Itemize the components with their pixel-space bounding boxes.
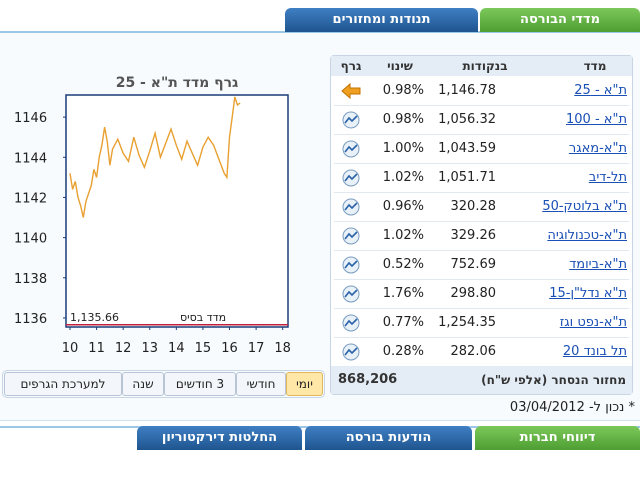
y-tick-label: 1142 [14, 191, 47, 206]
x-tick-label: 14 [168, 341, 185, 356]
points: 298.80 [450, 286, 497, 301]
table-header-bg [331, 56, 632, 76]
row-rule [334, 192, 629, 193]
points: 1,146.78 [438, 83, 496, 98]
change: 1.00% [382, 141, 424, 156]
tab[interactable]: תנודות ומחזורים [285, 8, 478, 32]
y-tick-label: 1144 [14, 151, 47, 166]
x-tick-label: 12 [115, 341, 132, 356]
row-rule [334, 308, 629, 309]
y-tick-label: 1140 [14, 232, 47, 247]
base-label: מדד בסיס [180, 311, 226, 324]
x-tick-label: 18 [274, 341, 291, 356]
row-rule [334, 134, 629, 135]
change: 0.98% [382, 112, 424, 127]
index-line [69, 96, 241, 218]
change: 0.28% [382, 344, 424, 359]
change: 0.98% [382, 83, 424, 98]
change: 0.52% [382, 257, 424, 272]
table-frame [330, 55, 633, 395]
range-button[interactable]: חודשי [236, 372, 286, 396]
points: 1,056.32 [438, 112, 496, 127]
x-tick-label: 13 [141, 341, 158, 356]
row-rule [334, 250, 629, 251]
change: 1.76% [382, 286, 424, 301]
row-rule [334, 279, 629, 280]
x-tick-label: 17 [248, 341, 265, 356]
index-link[interactable]: תל בונד 20 [562, 344, 627, 359]
column-header: מדד [583, 59, 607, 73]
tab[interactable]: מדדי הבורסה [480, 8, 640, 32]
index-link[interactable]: ת"א - 25 [574, 83, 627, 98]
graph-icon[interactable] [340, 197, 362, 217]
tab[interactable]: החלטות דירקטוריון [137, 426, 302, 450]
index-link[interactable]: ת"א-טכנולוגיה [547, 228, 627, 243]
row-rule [334, 221, 629, 222]
y-tick-label: 1146 [14, 111, 47, 126]
chart-title: גרף מדד ת"א - 25 [116, 75, 239, 91]
column-header: בנקודות [462, 59, 508, 73]
y-tick-label: 1138 [14, 272, 47, 287]
column-header: שינוי [387, 59, 413, 73]
x-tick-label: 16 [221, 341, 238, 356]
x-tick-label: 15 [195, 341, 212, 356]
index-link[interactable]: ת"א - 100 [566, 112, 627, 127]
chart: גרף מדד ת"א - 25 1136 1138 1140 1142 1144 1146… [14, 75, 291, 356]
graph-icon[interactable] [340, 226, 362, 246]
footer-value: 868,206 [338, 372, 398, 387]
index-link[interactable]: ת"א נדל"ן-15 [549, 286, 627, 301]
index-link[interactable]: תל-דיב [588, 170, 627, 185]
index-link[interactable]: ת"א-ביומד [569, 257, 627, 272]
tab[interactable]: הודעות בורסה [305, 426, 472, 450]
points: 1,051.71 [438, 170, 496, 185]
change: 1.02% [382, 170, 424, 185]
graph-icon[interactable] [340, 313, 362, 333]
graph-icon[interactable] [340, 255, 362, 275]
column-header: גרף [340, 59, 362, 73]
tab-rule [0, 31, 640, 33]
tab[interactable]: דיווחי חברות [475, 426, 640, 450]
range-group [2, 370, 325, 398]
change: 0.77% [382, 315, 424, 330]
index-link[interactable]: ת"א בלוטק-50 [542, 199, 627, 214]
range-button[interactable]: 3 חודשים [164, 372, 236, 396]
range-button[interactable]: למערכת הגרפים [4, 372, 122, 396]
date-note: * נכון ל- 03/04/2012 [509, 400, 635, 415]
graph-icon[interactable] [340, 342, 362, 362]
graph-icon[interactable] [340, 139, 362, 159]
table-footer-bg [331, 366, 632, 394]
change: 1.02% [382, 228, 424, 243]
points: 320.28 [450, 199, 497, 214]
footer-label: מחזור הנסחר (אלפי ש"ח) [481, 373, 626, 387]
x-tick-label: 11 [88, 341, 105, 356]
points: 1,254.35 [438, 315, 496, 330]
y-tick-label: 1136 [14, 312, 47, 327]
base-value-label: 1,135.66 [70, 311, 119, 324]
change: 0.96% [382, 199, 424, 214]
index-link[interactable]: ת"א-נפט וגז [559, 315, 627, 330]
graph-icon[interactable] [340, 284, 362, 304]
points: 282.06 [450, 344, 497, 359]
graph-icon[interactable] [340, 168, 362, 188]
index-link[interactable]: ת"א-מאגר [568, 141, 627, 156]
row-rule [334, 105, 629, 106]
range-button[interactable]: יומי [286, 372, 323, 396]
range-button[interactable]: שנה [122, 372, 164, 396]
row-rule [334, 163, 629, 164]
selected-icon[interactable] [340, 81, 362, 101]
points: 1,043.59 [438, 141, 496, 156]
row-rule [334, 337, 629, 338]
plot-area [65, 94, 289, 328]
graph-icon[interactable] [340, 110, 362, 130]
x-tick-label: 10 [62, 341, 79, 356]
points: 752.69 [450, 257, 497, 272]
points: 329.26 [450, 228, 497, 243]
